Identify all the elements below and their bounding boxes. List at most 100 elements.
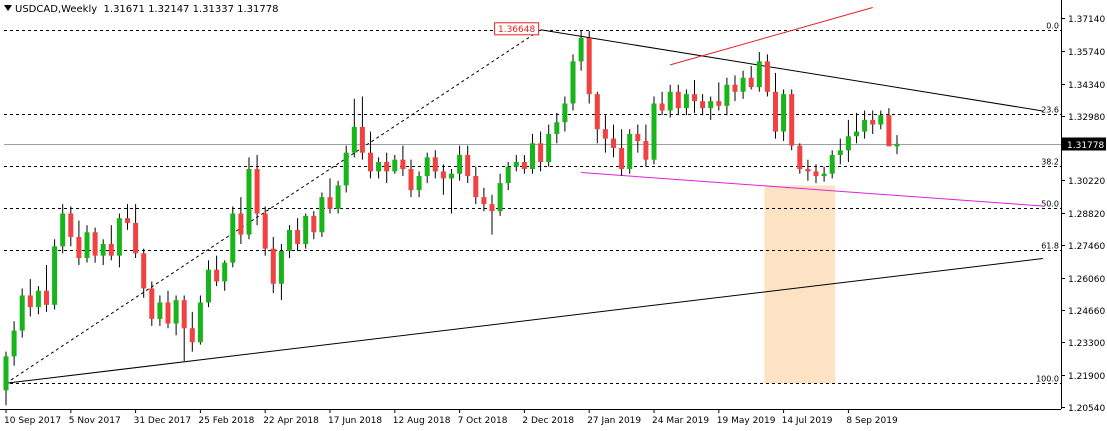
candle-body xyxy=(27,295,33,308)
candle-body xyxy=(708,101,714,109)
candle-body xyxy=(813,171,819,177)
candle-bear xyxy=(538,131,544,172)
candle-body xyxy=(700,101,706,109)
candle-body xyxy=(594,94,600,130)
candle-body xyxy=(619,147,625,170)
candle-bear xyxy=(181,295,187,362)
candle-bear xyxy=(732,75,738,102)
candle-bear xyxy=(149,281,155,326)
candle-bull xyxy=(554,112,560,144)
y-tick-label: 1.24660 xyxy=(1068,307,1105,317)
candle-bear xyxy=(108,225,114,261)
candle-bear xyxy=(368,131,373,179)
candle-bull xyxy=(392,154,398,174)
x-tick-label: 17 Jun 2018 xyxy=(328,416,382,426)
candle-bull xyxy=(449,169,454,214)
candle-bear xyxy=(214,255,220,287)
triangle-down-icon[interactable] xyxy=(4,5,12,11)
candle-body xyxy=(303,215,309,244)
candle-body xyxy=(773,91,778,132)
y-tick-label: 1.27460 xyxy=(1068,242,1105,252)
candle-bull xyxy=(351,98,357,158)
candle-bear xyxy=(716,82,722,111)
candle-body xyxy=(837,150,843,155)
candle-bear xyxy=(773,73,778,139)
trendline-long-support xyxy=(5,257,1043,384)
candle-bull xyxy=(781,89,787,141)
candle-bull xyxy=(287,225,292,259)
candle-bear xyxy=(700,94,706,116)
candle-bear xyxy=(254,154,260,226)
candle-body xyxy=(473,176,479,198)
fib-level-label: 61.8 xyxy=(1041,242,1059,251)
candle-bear xyxy=(611,124,616,158)
candle-bull xyxy=(546,124,552,167)
candle-bull xyxy=(335,180,341,214)
candle-body xyxy=(740,77,746,92)
candle-body xyxy=(424,157,430,177)
candle-body xyxy=(416,176,422,191)
candle-bear xyxy=(295,218,301,251)
candle-bull xyxy=(513,154,519,172)
candle-bull xyxy=(376,157,382,179)
fib-level-layer: 0.0 23.6 38.2 50.0 61.8 100.0 xyxy=(4,22,1061,384)
candle-body xyxy=(651,103,657,160)
candle-body xyxy=(465,154,471,177)
candle-body xyxy=(35,290,41,308)
candle-bull xyxy=(197,295,203,345)
candle-bear xyxy=(141,248,147,298)
x-tick-label: 27 Jan 2019 xyxy=(587,416,641,426)
candle-body xyxy=(295,229,301,244)
candle-body xyxy=(392,159,398,172)
candle-bull xyxy=(230,206,236,268)
candle-body xyxy=(76,236,82,259)
candle-bear xyxy=(764,54,770,97)
candle-bear xyxy=(748,66,754,90)
candle-body xyxy=(384,162,390,172)
symbol-label: USDCAD,Weekly xyxy=(15,4,98,15)
candle-bull xyxy=(570,54,576,111)
candle-bear xyxy=(635,124,641,153)
candle-bull xyxy=(157,295,163,326)
candle-bear xyxy=(125,204,130,230)
candle-bull xyxy=(424,152,430,184)
candle-bull xyxy=(457,145,463,181)
current-price-box xyxy=(1062,137,1106,151)
candle-bull xyxy=(683,89,689,116)
candle-body xyxy=(805,169,811,172)
ohlc-values: 1.31671 1.32147 1.31337 1.31778 xyxy=(103,4,279,15)
x-tick-label: 10 Sep 2017 xyxy=(4,416,61,426)
candle-body xyxy=(659,103,665,111)
candle-bear xyxy=(408,159,414,198)
candle-bull xyxy=(303,213,309,249)
candle-bear xyxy=(262,206,268,256)
candle-body xyxy=(432,157,438,172)
candle-body xyxy=(845,136,851,151)
candle-bear xyxy=(465,145,471,184)
candle-bull xyxy=(35,286,41,315)
candle-body xyxy=(92,232,98,256)
candle-bull xyxy=(222,260,228,291)
candle-bear xyxy=(384,152,390,184)
candle-body xyxy=(489,204,495,212)
candle-bear xyxy=(789,89,795,151)
y-tick-label: 1.21900 xyxy=(1068,372,1105,382)
candle-bull xyxy=(651,96,657,165)
candle-body xyxy=(829,154,835,174)
candle-body xyxy=(505,166,511,184)
x-tick-label: 5 Nov 2017 xyxy=(69,416,121,426)
candle-body xyxy=(586,37,592,95)
high-price-box xyxy=(494,22,540,36)
y-tick-label: 1.23300 xyxy=(1068,339,1105,349)
current-price-text: 1.31778 xyxy=(1067,141,1104,151)
candle-bull xyxy=(416,171,422,198)
candle-bear xyxy=(870,110,876,134)
candle-body xyxy=(125,218,130,223)
candle-bull xyxy=(116,213,122,268)
candle-body xyxy=(538,143,544,163)
candle-body xyxy=(84,232,90,259)
candle-bear xyxy=(68,206,74,247)
candle-body xyxy=(68,213,74,237)
